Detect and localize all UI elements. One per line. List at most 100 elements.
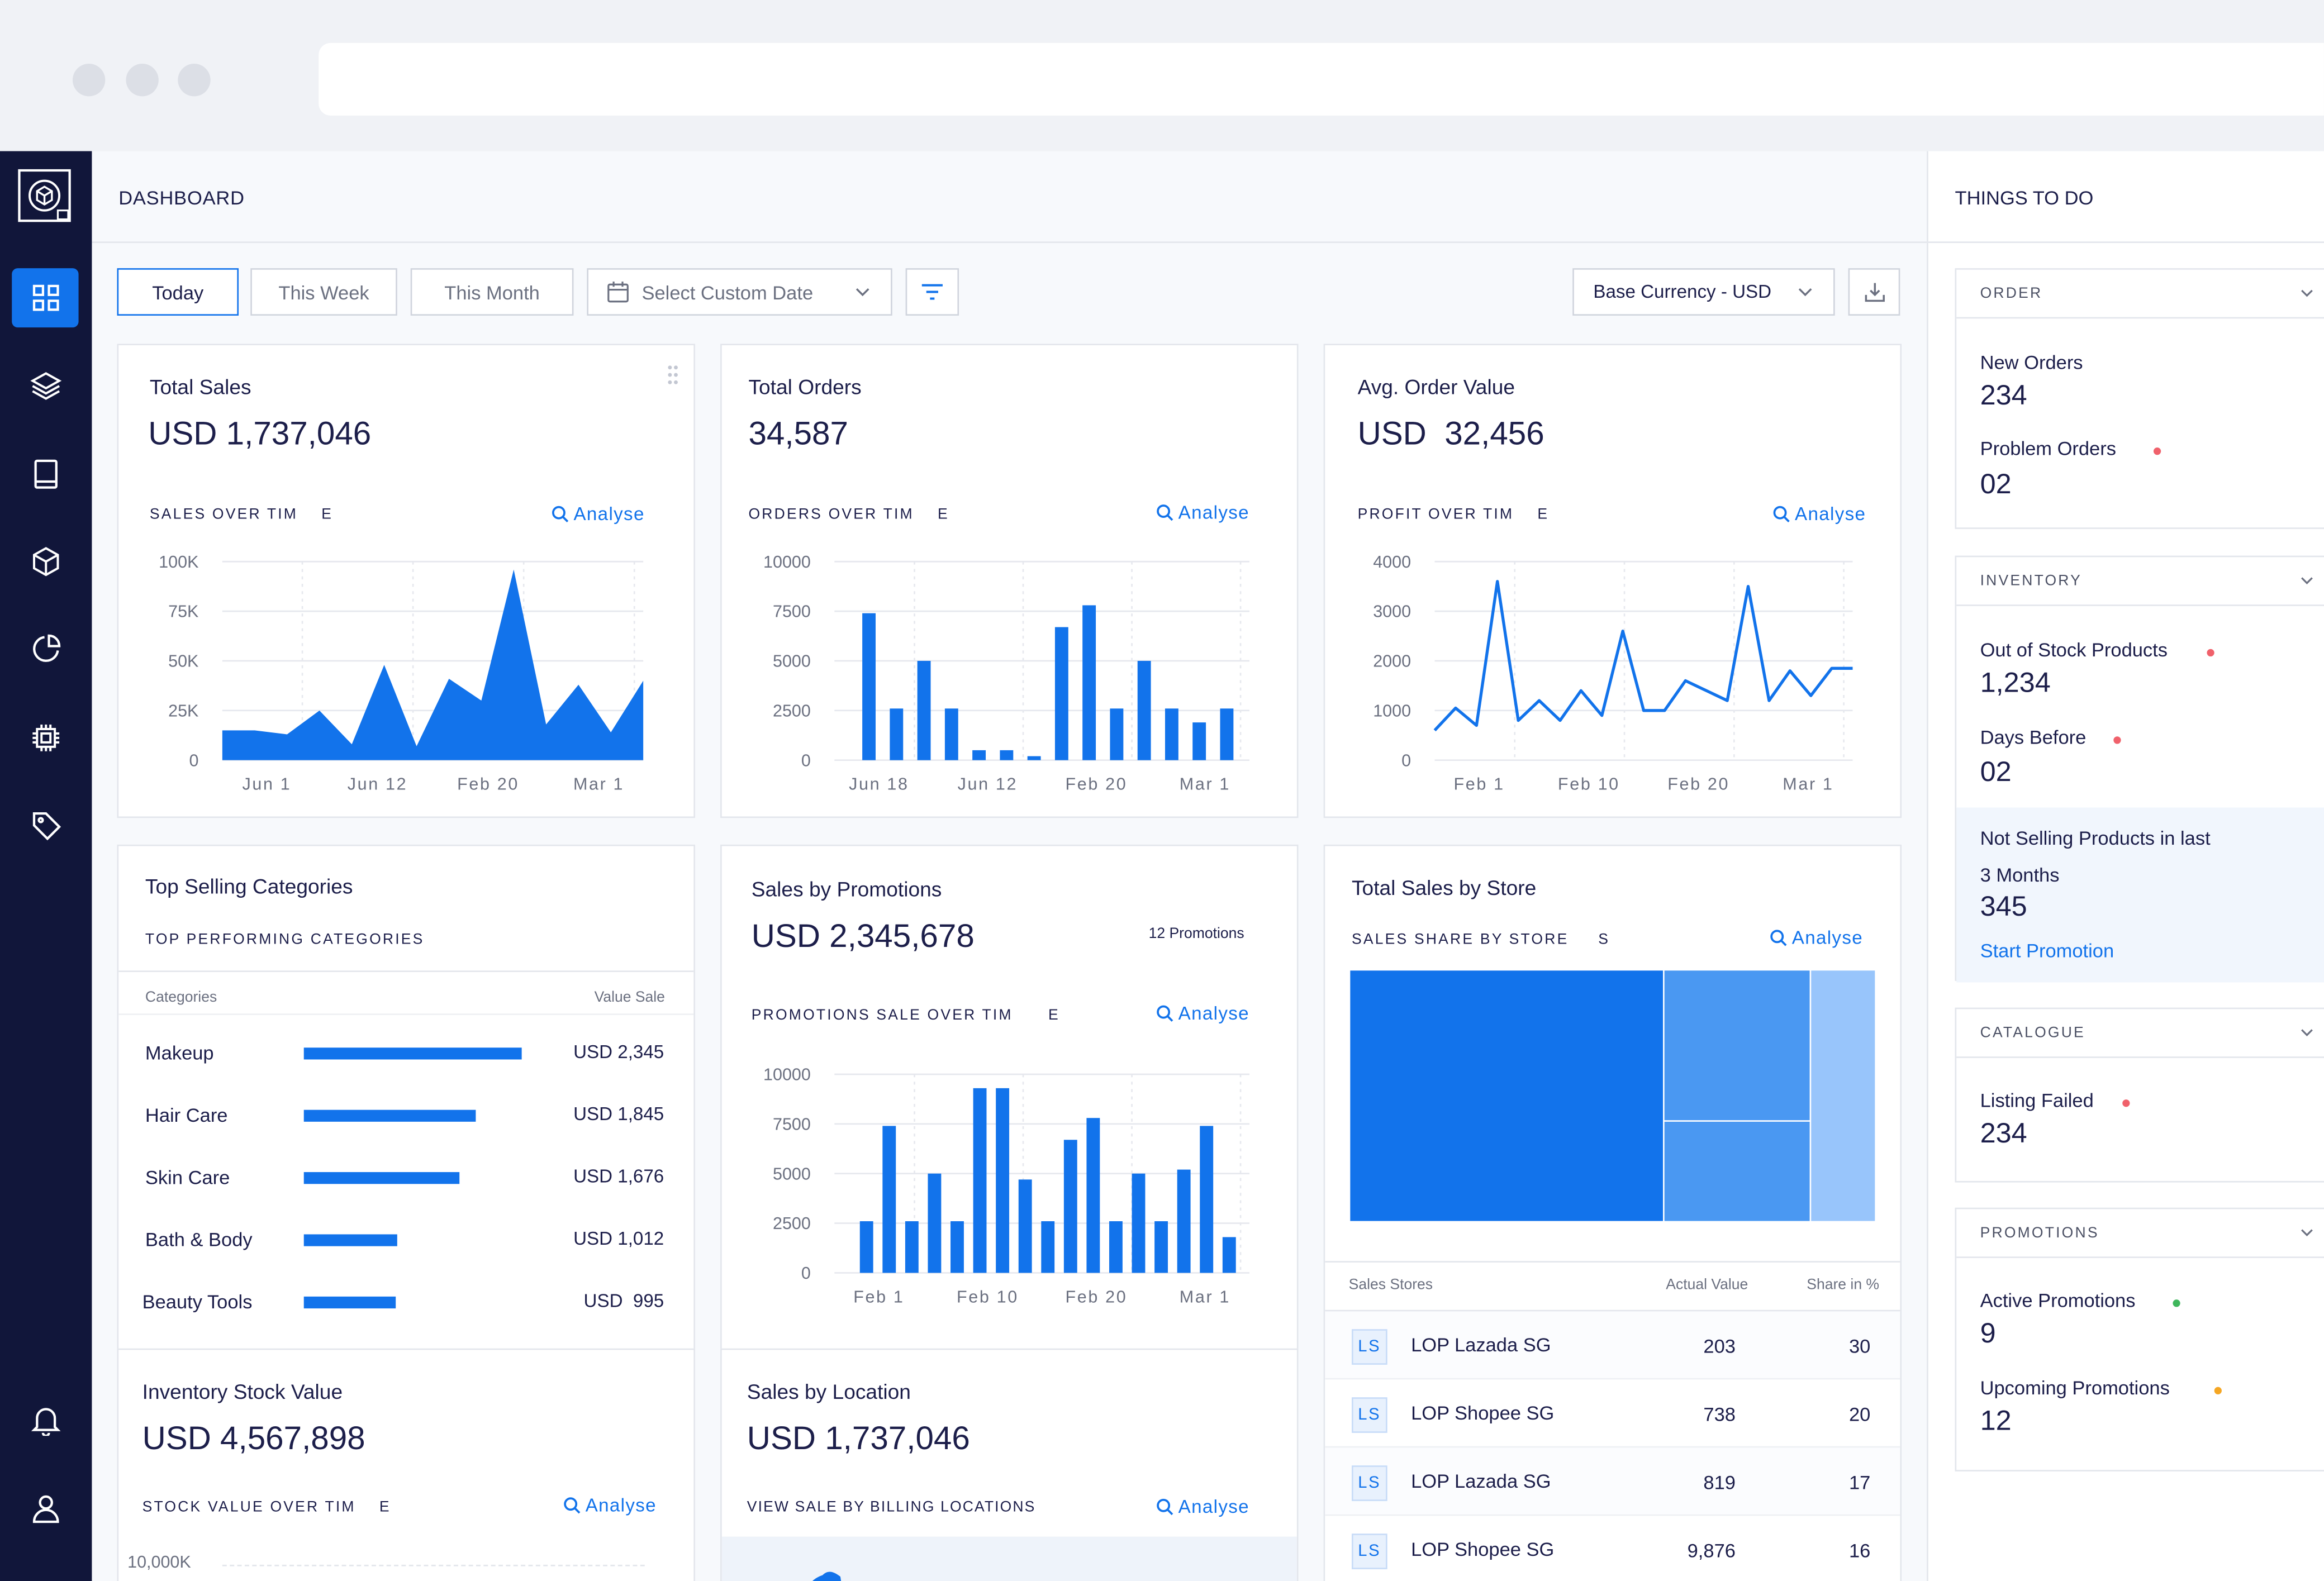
window-dot-minimize[interactable] bbox=[126, 64, 159, 97]
location-analyse-link[interactable]: Analyse bbox=[1156, 1497, 1249, 1517]
chevron-down-icon bbox=[2301, 289, 2313, 297]
window-dot-maximize[interactable] bbox=[178, 64, 211, 97]
treemap-block-3[interactable] bbox=[1664, 1121, 1810, 1221]
chevron-down-icon bbox=[856, 288, 869, 297]
nav-products[interactable] bbox=[12, 532, 78, 591]
billing-locations-caption: VIEW SALE BY BILLING LOCATIONS bbox=[747, 1499, 1036, 1516]
sales-analyse-link[interactable]: Analyse bbox=[552, 504, 645, 525]
y-tick-label: 1000 bbox=[1373, 701, 1411, 720]
problem-orders-label[interactable]: Problem Orders bbox=[1980, 437, 2116, 460]
promotions-analyse-link[interactable]: Analyse bbox=[1156, 1003, 1249, 1024]
store-share: 20 bbox=[1848, 1403, 1871, 1426]
bar bbox=[1222, 1237, 1236, 1273]
treemap-block-2[interactable] bbox=[1664, 970, 1810, 1121]
promotions-title: Sales by Promotions bbox=[751, 877, 942, 901]
logo-icon bbox=[18, 169, 71, 222]
nav-catalogue[interactable] bbox=[12, 445, 78, 504]
stock-analyse-link[interactable]: Analyse bbox=[563, 1495, 657, 1516]
bar bbox=[928, 1173, 942, 1273]
window-dot-close[interactable] bbox=[72, 64, 106, 97]
top-categories-title: Top Selling Categories bbox=[145, 874, 353, 898]
start-promotion-link[interactable]: Start Promotion bbox=[1980, 939, 2114, 962]
filter-this-week-button[interactable]: This Week bbox=[250, 268, 397, 316]
y-tick-label: 7500 bbox=[773, 602, 811, 621]
analyse-label: Analyse bbox=[573, 503, 645, 525]
chevron-down-icon bbox=[2301, 1229, 2313, 1237]
nav-dashboard[interactable] bbox=[12, 268, 79, 328]
y-tick-label: 0 bbox=[189, 751, 198, 770]
nav-layers[interactable] bbox=[12, 356, 78, 415]
bar bbox=[1018, 1179, 1032, 1273]
bar bbox=[1200, 1126, 1214, 1273]
y-tick-label: 5000 bbox=[773, 1164, 811, 1183]
bar bbox=[1054, 627, 1068, 760]
custom-date-select[interactable]: Select Custom Date bbox=[587, 268, 892, 316]
chevron-down-icon bbox=[2301, 577, 2313, 584]
filter-this-month-button[interactable]: This Month bbox=[410, 268, 574, 316]
order-section-title: ORDER bbox=[1980, 285, 2043, 303]
bar bbox=[1109, 1221, 1123, 1273]
catalogue-section-title: CATALOGUE bbox=[1980, 1025, 2085, 1042]
y-tick-label: 0 bbox=[801, 1264, 811, 1283]
store-actual-value: 203 bbox=[1703, 1335, 1736, 1358]
currency-select[interactable]: Base Currency - USD bbox=[1572, 268, 1835, 316]
inventory-value-amount: USD 4,567,898 bbox=[142, 1419, 365, 1457]
download-button[interactable] bbox=[1848, 268, 1900, 316]
bar bbox=[882, 1126, 896, 1273]
total-orders-value: 34,587 bbox=[748, 415, 848, 452]
days-before-label[interactable]: Days Before bbox=[1980, 726, 2087, 749]
nav-promotions[interactable] bbox=[12, 796, 78, 855]
y-tick-label: 3000 bbox=[1373, 602, 1411, 621]
store-row[interactable]: LS LOP Shopee SG 738 20 bbox=[1325, 1379, 1900, 1448]
inventory-value-card: Inventory Stock Value USD 4,567,898 STOC… bbox=[117, 1348, 695, 1581]
not-selling-label-1: Not Selling Products in last bbox=[1980, 827, 2211, 849]
alert-dot bbox=[2113, 736, 2121, 744]
address-bar[interactable] bbox=[319, 42, 2324, 116]
store-analyse-link[interactable]: Analyse bbox=[1770, 927, 1863, 949]
filter-today-button[interactable]: Today bbox=[117, 268, 239, 316]
orders-analyse-link[interactable]: Analyse bbox=[1156, 502, 1249, 523]
top-categories-caption: TOP PERFORMING CATEGORIES bbox=[145, 932, 425, 949]
sales-share-caption: SALES SHARE BY STORE S bbox=[1351, 932, 1610, 949]
category-bar bbox=[303, 1172, 460, 1184]
nav-notifications[interactable] bbox=[12, 1390, 78, 1449]
page-header: DASHBOARD bbox=[92, 151, 1927, 243]
x-tick-label: Feb 10 bbox=[957, 1287, 1019, 1306]
store-row[interactable]: LS LOP Shopee SG 9,876 16 bbox=[1325, 1516, 1900, 1581]
location-map[interactable] bbox=[721, 1536, 1297, 1581]
treemap-block-4[interactable] bbox=[1811, 970, 1875, 1221]
orders-over-time-chart: 10000 7500 5000 2500 0 Jun 18 Jun 12 Feb 20 Mar … bbox=[722, 538, 1297, 804]
upcoming-promotions-label[interactable]: Upcoming Promotions bbox=[1980, 1377, 2170, 1399]
listing-failed-label[interactable]: Listing Failed bbox=[1980, 1089, 2094, 1112]
avg-order-value: USD 32,456 bbox=[1357, 415, 1544, 452]
nav-integrations[interactable] bbox=[12, 708, 78, 768]
not-selling-label-2: 3 Months bbox=[1980, 864, 2060, 887]
inventory-section-header[interactable]: INVENTORY bbox=[1956, 557, 2324, 606]
store-badge: LS bbox=[1351, 1397, 1387, 1433]
category-bar bbox=[303, 1047, 522, 1060]
custom-date-label: Select Custom Date bbox=[641, 280, 814, 303]
new-orders-label[interactable]: New Orders bbox=[1980, 351, 2083, 374]
store-row[interactable]: LS LOP Lazada SG 819 17 bbox=[1325, 1447, 1900, 1516]
promotions-section-header[interactable]: PROMOTIONS bbox=[1956, 1209, 2324, 1258]
catalogue-section-header[interactable]: CATALOGUE bbox=[1956, 1009, 2324, 1058]
treemap-block-1[interactable] bbox=[1350, 970, 1663, 1221]
category-bar bbox=[303, 1234, 398, 1246]
nav-profile[interactable] bbox=[12, 1479, 78, 1538]
active-promotions-label[interactable]: Active Promotions bbox=[1980, 1289, 2136, 1312]
nav-reports[interactable] bbox=[12, 620, 78, 679]
sales-location-value: USD 1,737,046 bbox=[747, 1419, 970, 1457]
store-share: 30 bbox=[1848, 1335, 1871, 1358]
sales-stores-col-header: Sales Stores bbox=[1348, 1277, 1433, 1294]
inventory-section-title: INVENTORY bbox=[1980, 573, 2083, 590]
order-section-header[interactable]: ORDER bbox=[1956, 270, 2324, 319]
search-icon bbox=[552, 506, 569, 522]
drag-handle-icon[interactable] bbox=[667, 364, 679, 385]
out-of-stock-label[interactable]: Out of Stock Products bbox=[1980, 639, 2168, 661]
profit-analyse-link[interactable]: Analyse bbox=[1772, 504, 1866, 525]
filter-button[interactable] bbox=[905, 268, 959, 316]
store-badge: LS bbox=[1351, 1329, 1387, 1365]
x-tick-label: Feb 20 bbox=[1065, 1287, 1127, 1306]
store-row[interactable]: LS LOP Lazada SG 203 30 bbox=[1325, 1311, 1900, 1380]
bar bbox=[917, 660, 931, 760]
